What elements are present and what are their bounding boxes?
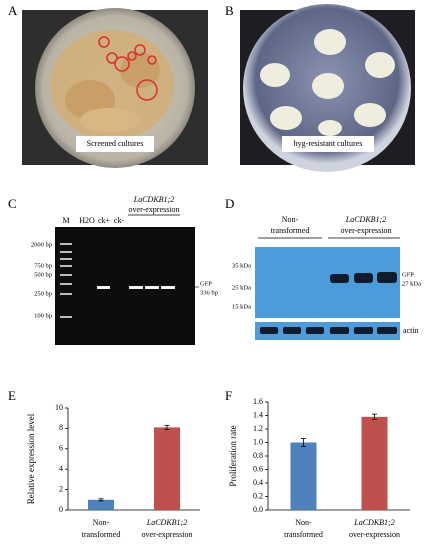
bar: [154, 427, 180, 510]
lane-label: H2O: [79, 216, 95, 225]
lane-label: ck-: [114, 216, 125, 225]
y-axis-label: Relative expression level: [26, 413, 36, 504]
y-tick-label: 10: [55, 403, 63, 412]
y-tick-label: 0.2: [253, 491, 263, 500]
x-tick-label: over-expression: [349, 530, 400, 539]
bar: [88, 499, 114, 510]
x-tick-label: Non-: [93, 518, 110, 527]
photo-caption: hyg-resistant cultures: [294, 139, 363, 148]
y-tick-label: 0.4: [253, 478, 263, 487]
group-label: over-expression: [341, 226, 392, 235]
marker-label: 35 kDa: [232, 262, 251, 269]
y-tick-label: 0.6: [253, 464, 263, 473]
y-tick-label: 1.6: [253, 397, 263, 406]
bar: [290, 442, 317, 510]
blot: [255, 247, 400, 340]
loading-label: actin: [403, 326, 419, 335]
x-tick-label: over-expression: [142, 530, 193, 539]
error-bar: [301, 438, 306, 447]
panel-label: A: [8, 3, 18, 18]
y-tick-label: 6: [59, 444, 63, 453]
band-label: GFP: [402, 271, 414, 278]
panel-label: F: [225, 388, 232, 403]
photo-b: [240, 4, 415, 172]
gel: [55, 227, 195, 345]
photo-caption: Screened cultures: [87, 139, 144, 148]
lane-label: ck+: [98, 216, 111, 225]
x-tick-label: transformed: [82, 530, 121, 539]
group-label: transformed: [271, 226, 310, 235]
marker-label: 15 kDa: [232, 303, 251, 310]
error-bar: [372, 413, 377, 420]
y-tick-label: 8: [59, 423, 63, 432]
y-tick-label: 1.2: [253, 424, 263, 433]
y-tick-label: 4: [59, 464, 63, 473]
marker-label: 500 bp: [34, 271, 52, 278]
x-tick-label: Non-: [295, 518, 312, 527]
panel-label: D: [225, 196, 234, 211]
error-bar: [164, 424, 170, 430]
panel-label: E: [8, 388, 16, 403]
bar: [361, 416, 388, 510]
panel-label: B: [225, 3, 234, 18]
y-tick-label: 0.0: [253, 505, 263, 514]
band-label: GFP: [200, 280, 212, 287]
x-tick-label: transformed: [284, 530, 323, 539]
x-tick-label: LaCDKB1;2: [353, 518, 394, 527]
marker-label: 2000 bp: [31, 241, 52, 248]
y-tick-label: 0.8: [253, 451, 263, 460]
marker-label: 100 bp: [34, 312, 52, 319]
lane-label: M: [62, 216, 69, 225]
panel-label: C: [8, 196, 17, 211]
y-tick-label: 0: [59, 505, 63, 514]
band-label: 27 kDa: [402, 280, 421, 287]
y-tick-label: 1.4: [253, 410, 263, 419]
y-tick-label: 1.0: [253, 437, 263, 446]
photo-a: [22, 8, 208, 168]
group-label: Non-: [282, 215, 299, 224]
marker-label: 250 bp: [34, 290, 52, 297]
marker-label: 25 kDa: [232, 284, 251, 291]
band-label: 336 bp: [200, 289, 218, 296]
group-label: over-expression: [129, 205, 180, 214]
error-bar: [98, 498, 104, 502]
group-label: LaCDKB1;2: [133, 195, 174, 204]
marker-label: 750 bp: [34, 262, 52, 269]
x-tick-label: LaCDKB1;2: [146, 518, 187, 527]
y-axis-label: Proliferation rate: [228, 425, 238, 486]
group-label: LaCDKB1;2: [345, 215, 386, 224]
y-tick-label: 2: [59, 484, 63, 493]
